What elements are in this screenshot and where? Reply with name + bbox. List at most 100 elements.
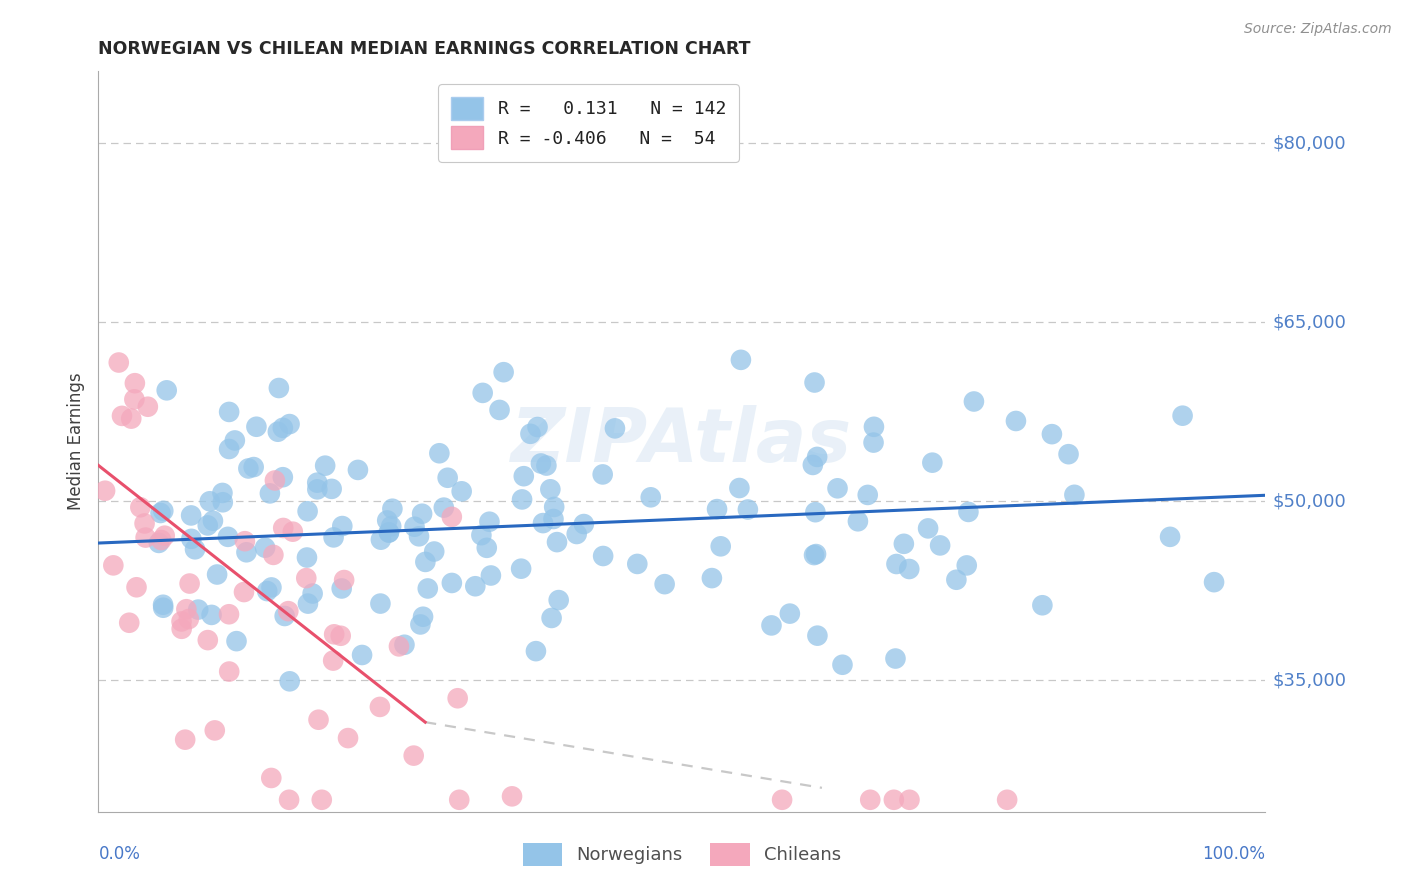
Point (806, 450, 828, 464)
Point (381, 501, 404, 516)
Point (404, 520, 426, 534)
Point (135, 531, 157, 545)
Point (856, 488, 879, 502)
Point (531, 516, 554, 530)
Point (297, 504, 319, 518)
Point (893, 537, 915, 551)
Point (1057, 447, 1080, 461)
Point (125, 580, 148, 594)
Point (416, 582, 439, 596)
Point (260, 771, 283, 785)
Point (378, 525, 401, 540)
Point (884, 651, 907, 665)
Point (180, 532, 202, 546)
Point (1063, 488, 1085, 502)
Point (478, 515, 501, 529)
Point (592, 549, 614, 563)
Point (330, 582, 353, 596)
Point (449, 793, 471, 807)
Point (308, 713, 330, 727)
Point (526, 420, 548, 434)
Point (218, 607, 240, 622)
Point (898, 562, 921, 576)
Point (995, 793, 1018, 807)
Point (513, 469, 536, 483)
Point (124, 392, 146, 407)
Text: 100.0%: 100.0% (1202, 845, 1265, 863)
Point (1005, 414, 1028, 428)
Point (394, 638, 416, 652)
Point (242, 460, 264, 475)
Text: $65,000: $65,000 (1272, 313, 1347, 331)
Point (543, 500, 565, 514)
Point (804, 505, 827, 519)
Point (307, 483, 329, 497)
Point (177, 612, 200, 626)
Point (148, 536, 170, 550)
Point (415, 555, 437, 569)
Point (271, 521, 294, 535)
Point (963, 394, 986, 409)
Point (412, 609, 434, 624)
Point (436, 471, 458, 485)
Point (862, 435, 884, 450)
Point (370, 533, 392, 547)
Point (524, 644, 547, 658)
Point (1159, 530, 1181, 544)
Point (408, 529, 430, 543)
Point (153, 529, 176, 543)
Point (804, 547, 827, 561)
Point (803, 376, 825, 390)
Point (347, 463, 370, 477)
Point (730, 352, 752, 367)
Point (238, 461, 260, 475)
Point (770, 793, 793, 807)
Point (330, 519, 353, 533)
Point (322, 654, 344, 668)
Text: $35,000: $35,000 (1272, 672, 1347, 690)
Point (307, 475, 329, 490)
Point (205, 567, 228, 582)
Point (510, 492, 533, 507)
Point (267, 381, 290, 395)
Point (129, 500, 152, 515)
Text: Source: ZipAtlas.com: Source: ZipAtlas.com (1244, 22, 1392, 37)
Point (124, 376, 146, 391)
Point (134, 516, 156, 531)
Point (388, 640, 411, 654)
Point (488, 403, 510, 417)
Point (277, 604, 299, 618)
Point (278, 417, 301, 431)
Point (120, 411, 142, 425)
Point (378, 525, 401, 540)
Point (447, 691, 470, 706)
Point (218, 442, 240, 456)
Point (440, 576, 463, 591)
Point (501, 789, 523, 804)
Y-axis label: Median Earnings: Median Earnings (67, 373, 86, 510)
Point (603, 421, 626, 435)
Point (538, 483, 561, 497)
Point (1040, 427, 1063, 442)
Point (898, 793, 921, 807)
Point (259, 486, 281, 500)
Point (945, 573, 967, 587)
Point (761, 618, 783, 632)
Point (827, 481, 849, 495)
Point (803, 548, 825, 562)
Point (1171, 409, 1194, 423)
Point (256, 584, 278, 599)
Point (423, 544, 446, 558)
Point (200, 607, 222, 622)
Point (450, 484, 472, 499)
Point (475, 541, 498, 555)
Point (886, 557, 908, 571)
Point (957, 505, 980, 519)
Point (152, 504, 174, 518)
Text: ZIPAtlas: ZIPAtlas (512, 405, 852, 478)
Point (370, 597, 392, 611)
Point (337, 731, 360, 745)
Point (271, 421, 294, 435)
Point (543, 512, 565, 526)
Point (322, 530, 344, 544)
